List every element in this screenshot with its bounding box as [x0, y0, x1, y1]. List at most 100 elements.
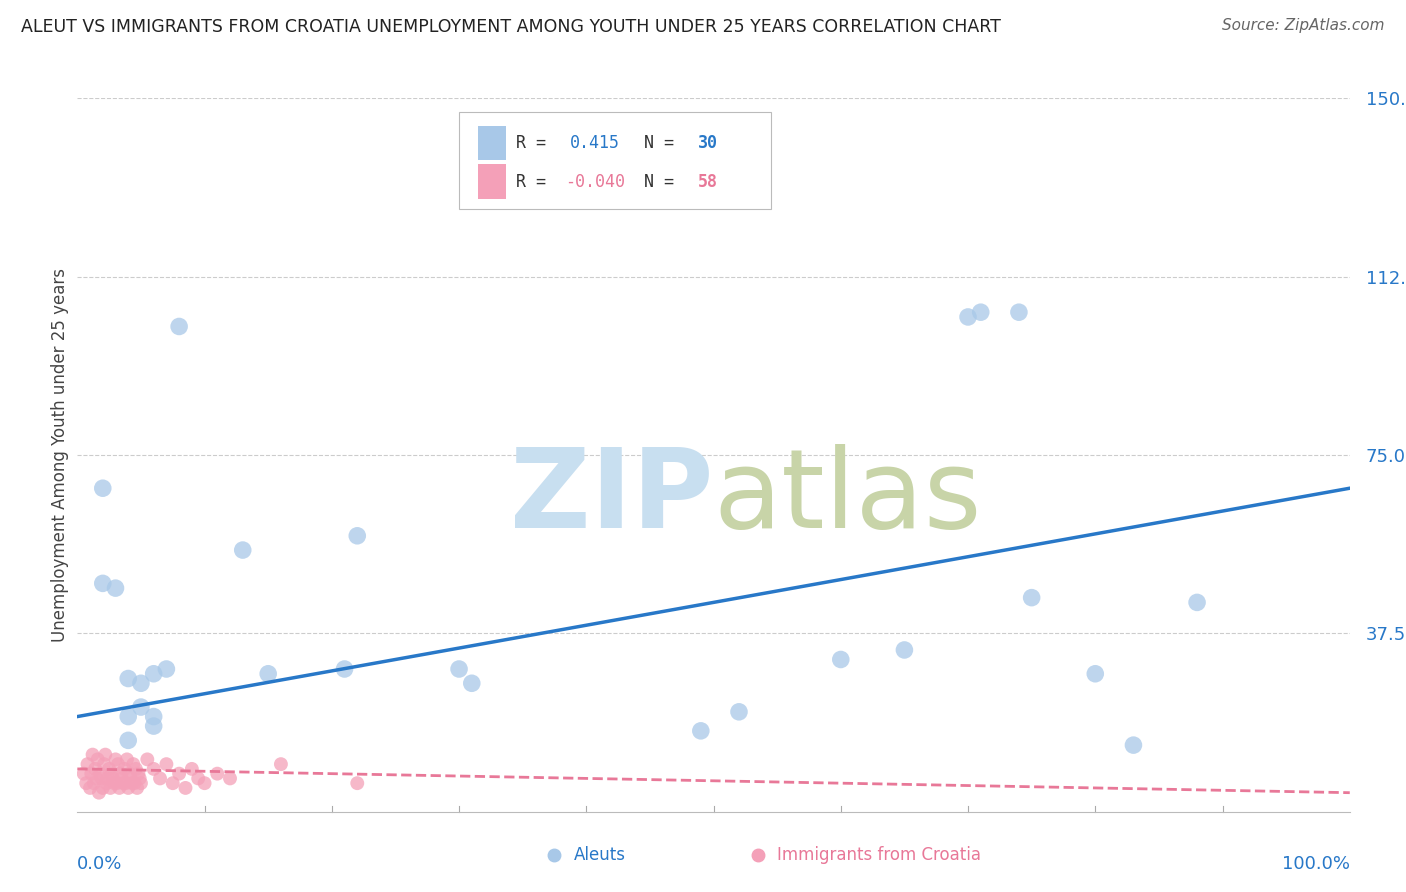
Text: Immigrants from Croatia: Immigrants from Croatia — [778, 846, 981, 863]
Point — [127, 780, 149, 795]
Point — [187, 772, 209, 786]
Point — [167, 319, 190, 334]
Point — [97, 772, 120, 786]
Point — [127, 766, 149, 780]
Point — [129, 676, 152, 690]
Point — [121, 776, 143, 790]
Point — [142, 719, 165, 733]
Point — [94, 747, 117, 762]
Point — [207, 766, 229, 780]
Point — [970, 305, 993, 319]
Point — [93, 757, 115, 772]
Point — [112, 776, 135, 790]
Text: 0.0%: 0.0% — [77, 855, 122, 872]
Point — [108, 780, 131, 795]
Point — [111, 772, 134, 786]
Text: Source: ZipAtlas.com: Source: ZipAtlas.com — [1222, 18, 1385, 33]
Point — [101, 772, 124, 786]
Point — [73, 766, 96, 780]
Point — [120, 772, 142, 786]
Point — [117, 733, 139, 747]
Point — [122, 757, 145, 772]
Point — [91, 576, 114, 591]
Point — [194, 776, 217, 790]
Point — [449, 662, 471, 676]
Point — [84, 762, 107, 776]
Point — [346, 776, 368, 790]
Text: R =: R = — [516, 134, 557, 152]
Text: Aleuts: Aleuts — [574, 846, 626, 863]
Point — [333, 662, 356, 676]
Point — [162, 776, 184, 790]
Point — [104, 752, 127, 766]
Point — [117, 780, 139, 795]
Text: 30: 30 — [699, 134, 718, 152]
Point — [257, 666, 280, 681]
Point — [89, 766, 111, 780]
Text: ALEUT VS IMMIGRANTS FROM CROATIA UNEMPLOYMENT AMONG YOUTH UNDER 25 YEARS CORRELA: ALEUT VS IMMIGRANTS FROM CROATIA UNEMPLO… — [21, 18, 1001, 36]
Point — [76, 757, 98, 772]
Point — [83, 776, 105, 790]
Point — [149, 772, 172, 786]
Point — [232, 543, 254, 558]
Text: N =: N = — [644, 173, 683, 191]
Point — [104, 581, 127, 595]
Point — [129, 776, 152, 790]
Point — [100, 766, 122, 780]
Point — [142, 709, 165, 723]
Point — [1021, 591, 1043, 605]
Point — [86, 752, 108, 766]
Point — [957, 310, 980, 324]
Point — [90, 772, 112, 786]
Point — [114, 776, 136, 790]
Text: N =: N = — [644, 134, 683, 152]
Point — [110, 766, 132, 780]
Point — [142, 762, 165, 776]
Point — [728, 705, 751, 719]
Point — [91, 481, 114, 495]
Point — [689, 723, 711, 738]
Bar — [478, 126, 506, 161]
Point — [461, 676, 484, 690]
Text: 100.0%: 100.0% — [1282, 855, 1350, 872]
Point — [105, 776, 128, 790]
Point — [124, 776, 146, 790]
Point — [142, 666, 165, 681]
Point — [1084, 666, 1107, 681]
Point — [155, 662, 177, 676]
Point — [1185, 595, 1208, 609]
Point — [91, 780, 114, 795]
Point — [128, 772, 150, 786]
Point — [112, 762, 135, 776]
Text: ZIP: ZIP — [510, 444, 714, 551]
Bar — [478, 164, 506, 199]
Point — [117, 672, 139, 686]
Point — [86, 772, 108, 786]
Point — [219, 772, 242, 786]
Point — [103, 776, 125, 790]
Y-axis label: Unemployment Among Youth under 25 years: Unemployment Among Youth under 25 years — [51, 268, 69, 642]
Point — [98, 762, 121, 776]
Point — [129, 700, 152, 714]
Point — [118, 766, 141, 780]
Text: 58: 58 — [699, 173, 718, 191]
Text: atlas: atlas — [714, 444, 981, 551]
Point — [75, 776, 97, 790]
Point — [270, 757, 292, 772]
Point — [82, 747, 104, 762]
Point — [80, 766, 103, 780]
Text: -0.040: -0.040 — [565, 173, 624, 191]
Point — [1008, 305, 1031, 319]
Point — [100, 780, 122, 795]
Point — [167, 766, 190, 780]
Point — [830, 652, 852, 666]
Point — [155, 757, 177, 772]
Point — [174, 780, 197, 795]
Point — [136, 752, 159, 766]
FancyBboxPatch shape — [460, 112, 770, 209]
Point — [107, 757, 129, 772]
Point — [346, 529, 368, 543]
Point — [117, 709, 139, 723]
Point — [96, 776, 118, 790]
Point — [79, 780, 101, 795]
